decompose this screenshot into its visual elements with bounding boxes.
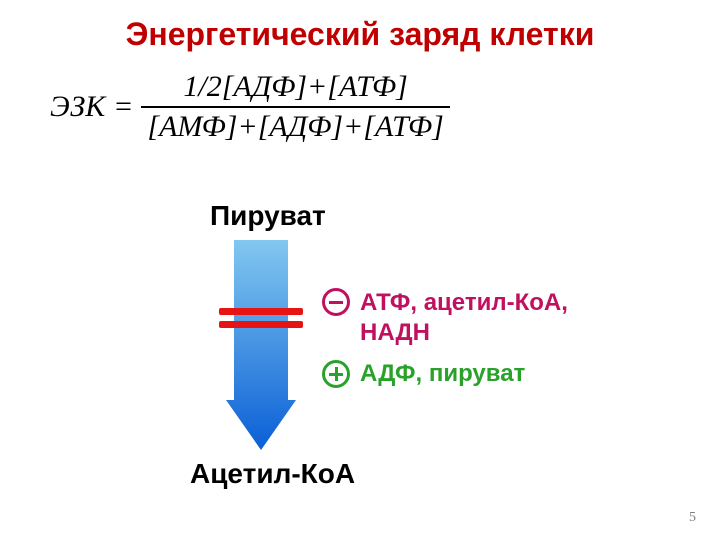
inhibitors-label: АТФ, ацетил-КоА, НАДН (360, 288, 568, 348)
inhibitors-line1: АТФ, ацетил-КоА, (360, 289, 568, 316)
denominator: [АМФ]+[АДФ]+[АТФ] (141, 108, 449, 144)
substrate-label: Пируват (210, 200, 326, 232)
slide: Энергетический заряд клетки ЭЗК = 1/2[АД… (0, 0, 720, 540)
numerator: 1/2[АДФ]+[АТФ] (141, 70, 449, 106)
inhibitors-line2: НАДН (360, 319, 430, 346)
reaction-diagram: Пируват АТФ, ацетил-КоА, (150, 200, 610, 500)
plus-icon (322, 360, 350, 388)
inhibitors-group: АТФ, ацетил-КоА, НАДН (322, 288, 568, 348)
energy-charge-formula: ЭЗК = 1/2[АДФ]+[АТФ] [АМФ]+[АДФ]+[АТФ] (50, 70, 450, 144)
inhibition-bars-icon (219, 308, 303, 328)
product-label: Ацетил-КоА (190, 458, 355, 490)
page-title: Энергетический заряд клетки (0, 16, 720, 53)
minus-icon (322, 288, 350, 316)
activators-group: АДФ, пируват (322, 360, 525, 388)
activators-label: АДФ, пируват (360, 360, 525, 388)
reaction-arrow (226, 240, 296, 450)
fraction: 1/2[АДФ]+[АТФ] [АМФ]+[АДФ]+[АТФ] (141, 70, 449, 144)
page-number: 5 (689, 510, 696, 526)
title-text: Энергетический заряд клетки (126, 16, 595, 52)
arrow-icon (226, 240, 296, 450)
formula-lhs: ЭЗК (50, 90, 105, 124)
equals-sign: = (113, 90, 133, 124)
